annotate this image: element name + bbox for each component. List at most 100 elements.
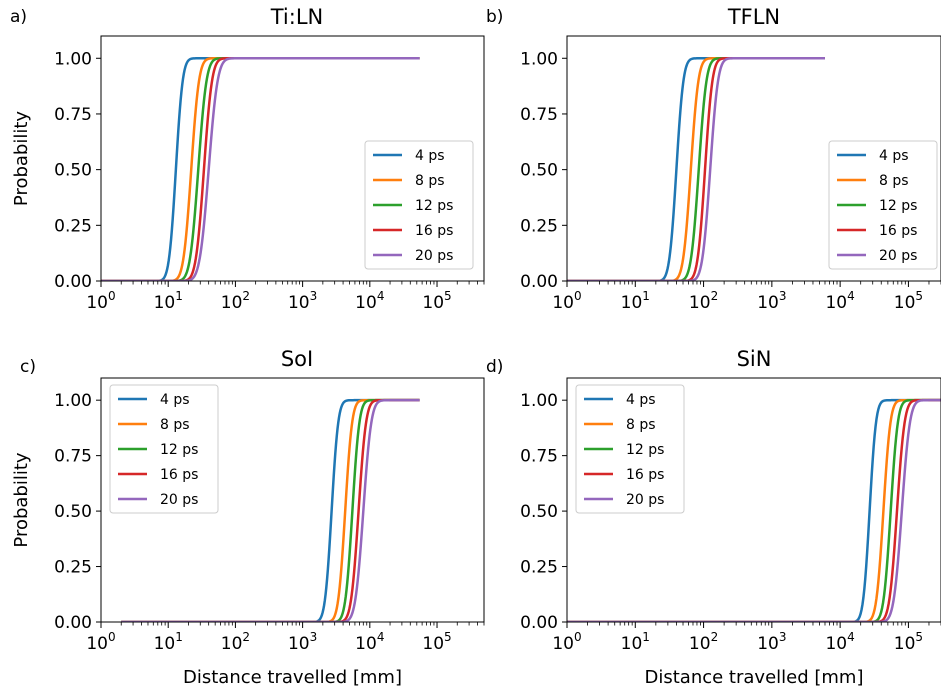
y-tick-label: 1.00 — [520, 49, 558, 69]
x-tick-label: 103 — [288, 630, 317, 654]
legend-label: 16 ps — [879, 223, 917, 239]
y-tick-label: 0.00 — [54, 272, 92, 292]
y-tick-label: 0.50 — [54, 161, 92, 181]
legend: 4 ps 8 ps 12 ps 16 ps 20 ps — [364, 140, 474, 270]
legend: 4 ps 8 ps 12 ps 16 ps 20 ps — [828, 140, 938, 270]
x-tick-label: 101 — [154, 630, 183, 654]
legend-label: 4 ps — [415, 148, 445, 164]
legend-label: 4 ps — [626, 392, 656, 408]
legend-label: 12 ps — [879, 198, 917, 214]
y-tick-label: 0.25 — [54, 558, 92, 578]
x-tick-label: 104 — [355, 289, 384, 313]
panel-label: c) — [20, 357, 36, 377]
series-line-20-ps — [567, 57, 825, 281]
y-tick-label: 0.00 — [520, 613, 558, 633]
legend-label: 20 ps — [415, 248, 453, 264]
legend-label: 8 ps — [160, 417, 190, 433]
x-tick-label: 102 — [221, 630, 250, 654]
x-tick-label: 101 — [621, 630, 650, 654]
x-tick-label: 105 — [894, 289, 923, 313]
legend-label: 8 ps — [626, 417, 656, 433]
x-tick-label: 100 — [86, 289, 115, 313]
y-tick-label: 0.25 — [54, 216, 92, 236]
x-tick-label: 100 — [552, 289, 581, 313]
legend-label: 20 ps — [626, 492, 664, 508]
series-line-12-ps — [121, 398, 420, 622]
x-tick-label: 105 — [894, 630, 923, 654]
panel-label: b) — [486, 7, 503, 27]
y-tick-label: 0.50 — [520, 161, 558, 181]
series-line-16-ps — [121, 398, 420, 622]
y-tick-label: 0.75 — [520, 447, 558, 467]
panel-title: SiN — [737, 347, 772, 371]
y-tick-label: 0.50 — [54, 502, 92, 522]
y-tick-label: 1.00 — [520, 391, 558, 411]
legend: 4 ps 8 ps 12 ps 16 ps 20 ps — [575, 384, 685, 514]
legend-box — [364, 140, 474, 270]
panel-label: a) — [10, 7, 27, 27]
x-tick-label: 104 — [355, 630, 384, 654]
panel-title: TFLN — [727, 5, 780, 29]
legend-label: 20 ps — [879, 248, 917, 264]
panel-title: SoI — [281, 347, 313, 371]
panel-label: d) — [486, 357, 503, 377]
series-line-4-ps — [567, 398, 941, 622]
y-tick-label: 0.75 — [520, 105, 558, 125]
y-tick-label: 1.00 — [54, 49, 92, 69]
series-group — [121, 398, 420, 622]
plot-frame — [566, 377, 941, 623]
legend-box — [828, 140, 938, 270]
series-line-12-ps — [567, 398, 941, 622]
legend-label: 20 ps — [160, 492, 198, 508]
legend-box — [109, 384, 219, 514]
y-tick-label: 0.00 — [520, 272, 558, 292]
x-tick-label: 101 — [154, 289, 183, 313]
legend-label: 12 ps — [415, 198, 453, 214]
legend-label: 16 ps — [415, 223, 453, 239]
legend-label: 4 ps — [879, 148, 909, 164]
legend: 4 ps 8 ps 12 ps 16 ps 20 ps — [109, 384, 219, 514]
x-axis-label: Distance travelled [mm] — [183, 667, 402, 688]
y-tick-label: 1.00 — [54, 391, 92, 411]
y-tick-label: 0.75 — [54, 105, 92, 125]
panel-title: Ti:LN — [270, 5, 324, 29]
x-axis-label: Distance travelled [mm] — [645, 667, 864, 688]
legend-label: 12 ps — [626, 442, 664, 458]
chart-panel-2: 0.00 0.25 0.50 0.75 1.00 100 101 102 103 104 105 TF… — [486, 5, 941, 313]
series-line-8-ps — [567, 57, 825, 281]
plot-frame — [566, 35, 941, 282]
x-tick-label: 103 — [757, 630, 786, 654]
legend-label: 8 ps — [879, 173, 909, 189]
x-tick-label: 100 — [552, 630, 581, 654]
y-tick-label: 0.75 — [54, 447, 92, 467]
y-tick-label: 0.25 — [520, 216, 558, 236]
chart-panel-3: 0.00 0.25 0.50 0.75 1.00 100 101 102 103 104 105 So… — [11, 347, 485, 688]
chart-panel-1: 0.00 0.25 0.50 0.75 1.00 100 101 102 103 104 105 Ti… — [10, 5, 485, 313]
x-tick-label: 102 — [221, 289, 250, 313]
x-tick-label: 103 — [757, 289, 786, 313]
legend-label: 4 ps — [160, 392, 190, 408]
y-tick-label: 0.50 — [520, 502, 558, 522]
x-tick-label: 101 — [621, 289, 650, 313]
chart-panel-4: 0.00 0.25 0.50 0.75 1.00 100 101 102 103 104 105 Si… — [486, 347, 941, 688]
series-line-20-ps — [101, 57, 420, 281]
x-tick-label: 104 — [825, 630, 854, 654]
series-line-20-ps — [121, 398, 420, 622]
series-line-8-ps — [567, 398, 941, 622]
legend-label: 16 ps — [160, 467, 198, 483]
legend-label: 8 ps — [415, 173, 445, 189]
legend-box — [575, 384, 685, 514]
y-axis-label: Probability — [11, 452, 32, 547]
y-tick-label: 0.00 — [54, 613, 92, 633]
x-tick-label: 104 — [825, 289, 854, 313]
x-tick-label: 103 — [288, 289, 317, 313]
legend-label: 12 ps — [160, 442, 198, 458]
y-tick-label: 0.25 — [520, 558, 558, 578]
series-group — [567, 57, 825, 281]
x-tick-label: 102 — [689, 289, 718, 313]
x-tick-label: 100 — [86, 630, 115, 654]
x-tick-label: 102 — [689, 630, 718, 654]
legend-label: 16 ps — [626, 467, 664, 483]
x-tick-label: 105 — [422, 289, 451, 313]
